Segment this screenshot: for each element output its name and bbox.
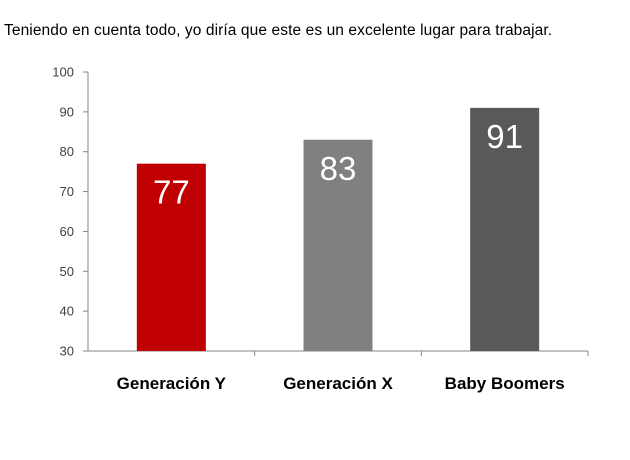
data-label: 91 [486, 118, 523, 155]
chart-title: Teniendo en cuenta todo, yo diría que es… [4, 22, 553, 39]
x-category-label: Generación X [283, 374, 393, 393]
y-tick-label: 50 [60, 264, 74, 279]
bar [470, 107, 540, 351]
y-tick-label: 80 [60, 144, 74, 159]
y-tick-label: 40 [60, 304, 74, 319]
y-tick-label: 70 [60, 184, 74, 199]
data-label: 83 [320, 150, 357, 187]
bar [136, 163, 206, 351]
bar [303, 139, 373, 351]
x-category-label: Baby Boomers [445, 374, 565, 393]
y-tick-label: 30 [60, 344, 74, 359]
y-tick-label: 100 [52, 65, 74, 80]
y-tick-label: 90 [60, 104, 74, 119]
x-category-label: Generación Y [117, 374, 227, 393]
data-label: 77 [153, 174, 190, 211]
y-tick-label: 60 [60, 224, 74, 239]
